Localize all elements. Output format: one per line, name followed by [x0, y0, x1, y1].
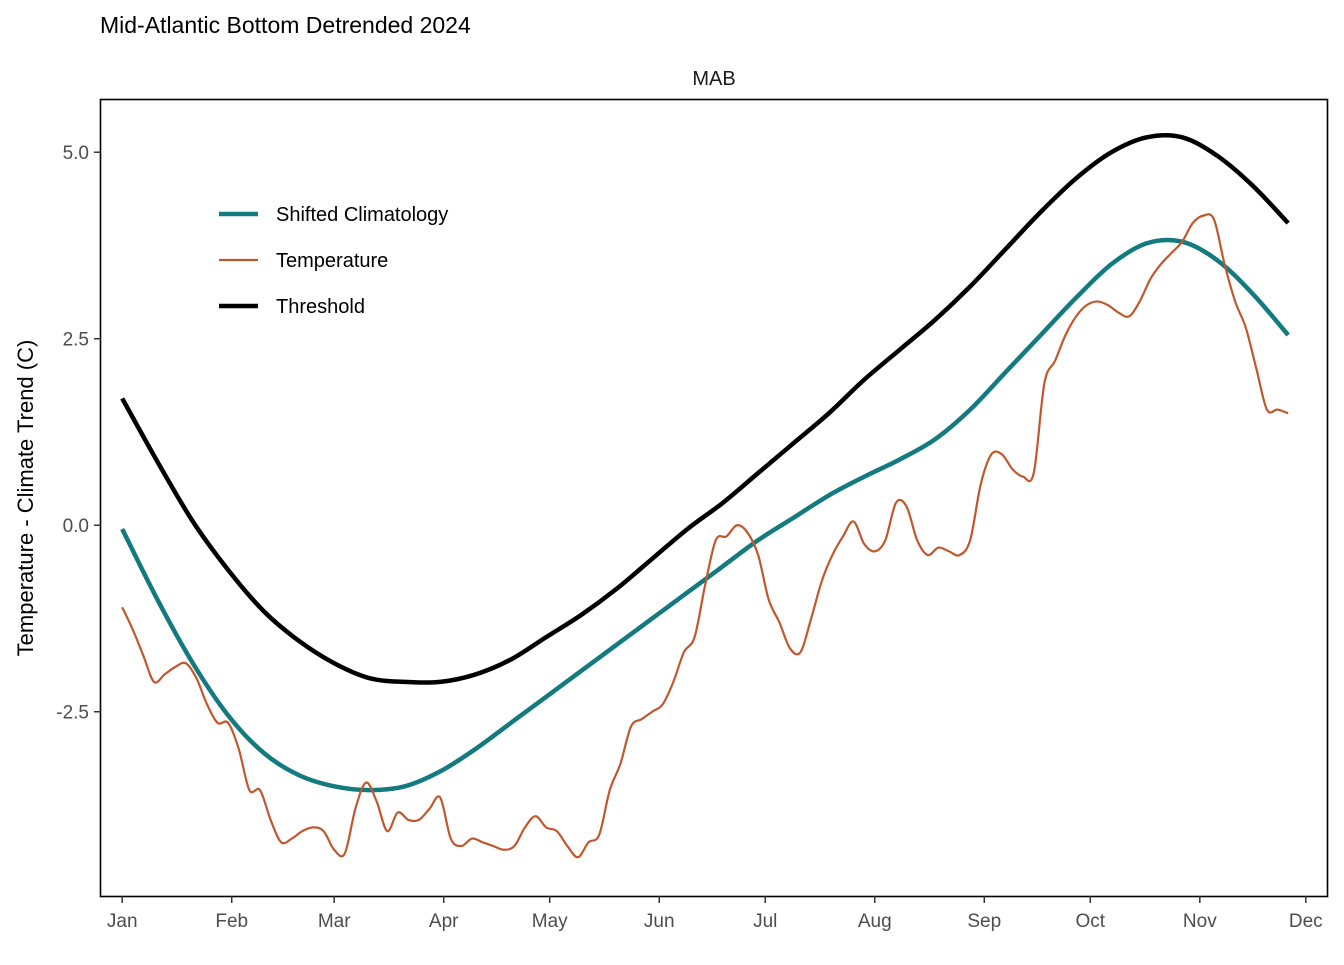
x-tick-label: May — [532, 911, 568, 932]
x-tick-label: Aug — [858, 911, 892, 932]
y-tick-label: 0.0 — [63, 516, 89, 537]
x-tick-label: Jan — [107, 911, 138, 932]
series-line-threshold — [120, 132, 1290, 685]
x-tick-label: Jul — [753, 911, 777, 932]
x-axis: Jan Feb Mar Apr May Jun Jul Aug Sep Oct Nov Dec — [107, 896, 1323, 932]
plot-panel — [99, 98, 1329, 898]
legend-label-threshold: Threshold — [276, 296, 365, 318]
x-tick-label: Nov — [1183, 911, 1217, 932]
legend-label-shifted-climatology: Shifted Climatology — [276, 204, 448, 226]
legend-label-temperature: Temperature — [276, 250, 388, 272]
x-tick-label: Apr — [429, 911, 459, 932]
y-axis: -2.5 0.0 2.5 5.0 — [56, 143, 101, 724]
legend: Shifted Climatology Temperature Threshold — [219, 204, 448, 318]
x-tick-label: Oct — [1075, 911, 1105, 932]
x-tick-label: Dec — [1289, 911, 1323, 932]
series-layer — [120, 132, 1290, 859]
chart-title: Mid-Atlantic Bottom Detrended 2024 — [100, 12, 471, 38]
panel-label: MAB — [692, 68, 735, 90]
x-tick-label: Sep — [967, 911, 1001, 932]
x-tick-label: Feb — [215, 911, 248, 932]
y-axis-label: Temperature - Climate Trend (C) — [13, 340, 38, 657]
y-tick-label: 2.5 — [63, 330, 89, 351]
y-tick-label: -2.5 — [56, 703, 89, 724]
x-tick-label: Jun — [644, 911, 675, 932]
series-line-temperature — [121, 213, 1289, 859]
series-line-shifted-climatology — [120, 237, 1290, 793]
x-tick-label: Mar — [318, 911, 351, 932]
y-tick-label: 5.0 — [63, 143, 89, 164]
